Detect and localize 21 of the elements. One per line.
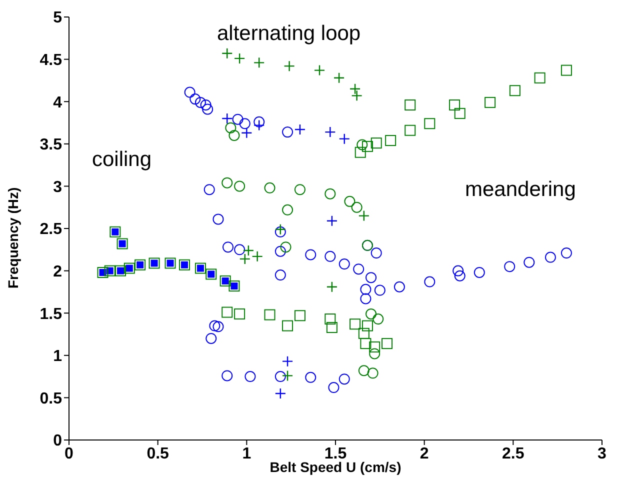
x-tick-label: 2.5 [502, 445, 524, 462]
annotation: meandering [465, 178, 576, 202]
x-tick-label: 0.5 [146, 445, 170, 462]
y-tick-label: 1.5 [40, 306, 62, 323]
annotation: coiling [92, 148, 152, 172]
y-tick-label: 2.5 [40, 221, 62, 238]
y-tick-label: 1 [53, 348, 62, 366]
x-tick-label: 0 [64, 445, 74, 462]
y-tick-label: 4.5 [40, 52, 62, 69]
y-tick-label: 2 [53, 263, 62, 280]
y-tick-label: 5 [53, 10, 62, 27]
y-tick-label: 3.5 [40, 136, 62, 154]
x-tick-label: 3 [598, 445, 607, 462]
y-tick-label: 4 [53, 94, 62, 112]
annotation: alternating loop [217, 22, 361, 46]
x-tick-label: 2 [420, 445, 429, 462]
y-tick-label: 0 [53, 432, 62, 450]
y-tick-label: 3 [53, 178, 62, 196]
x-tick-label: 1 [242, 445, 252, 462]
y-tick-label: 0.5 [40, 390, 62, 408]
y-axis-title: Frequency (Hz) [4, 187, 21, 288]
